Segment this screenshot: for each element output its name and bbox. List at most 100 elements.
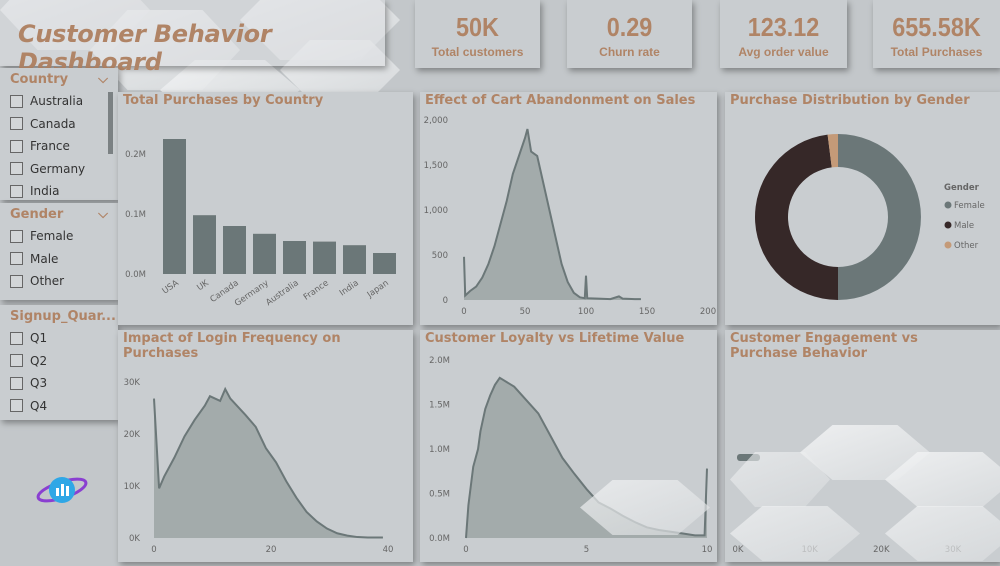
bar bbox=[253, 233, 276, 274]
slicer-item[interactable]: Q2 bbox=[10, 350, 108, 373]
slicer-title: Country bbox=[10, 72, 69, 87]
slicer-item-label: Male bbox=[30, 251, 59, 266]
logo-icon bbox=[35, 470, 89, 510]
bar bbox=[373, 253, 396, 274]
checkbox[interactable] bbox=[10, 117, 23, 131]
slicer-item-label: Germany bbox=[30, 161, 86, 176]
kpi-value: 50K bbox=[456, 12, 499, 42]
slicer-scrollbar[interactable] bbox=[108, 92, 113, 154]
slicer-item[interactable]: Q4 bbox=[10, 395, 108, 418]
kpi-churn-rate: 0.29 Churn rate bbox=[567, 0, 692, 68]
slicer-item[interactable]: France bbox=[10, 135, 108, 158]
y-tick-label: 0.1M bbox=[125, 210, 146, 220]
donut-slice bbox=[838, 134, 921, 300]
y-tick-label: 500 bbox=[432, 251, 448, 261]
signup-quarter-slicer[interactable]: Signup_Quar... Q1 Q2 Q3 Q4 bbox=[0, 305, 118, 420]
y-tick-label: 30K bbox=[124, 378, 141, 388]
slicer-item[interactable]: Other bbox=[10, 270, 108, 293]
x-tick-label: 0K bbox=[733, 545, 744, 555]
y-tick-label: 1,000 bbox=[424, 206, 448, 216]
checkbox[interactable] bbox=[10, 376, 23, 390]
x-tick-label: 5 bbox=[584, 545, 589, 555]
title-panel: Customer Behavior Dashboard bbox=[0, 0, 385, 76]
checkbox[interactable] bbox=[10, 229, 23, 243]
checkbox[interactable] bbox=[10, 139, 23, 153]
slicer-item-label: Q1 bbox=[30, 331, 48, 346]
legend-marker bbox=[944, 221, 952, 229]
chart-title: Impact of Login Frequency on Purchases bbox=[123, 331, 341, 361]
chart-cart-abandonment: Effect of Cart Abandonment on Sales 0 500 1… bbox=[420, 92, 717, 325]
slicer-item[interactable]: Germany bbox=[10, 158, 108, 181]
bar bbox=[343, 245, 366, 274]
x-tick-label: 10 bbox=[702, 545, 713, 555]
kpi-label: Avg order value bbox=[738, 45, 829, 59]
x-tick-label: 50 bbox=[520, 307, 531, 317]
x-tick-label: 0 bbox=[461, 307, 466, 317]
slicer-item[interactable]: Male bbox=[10, 248, 108, 271]
y-tick-label: 0.5M bbox=[429, 490, 450, 500]
kpi-total-customers: 50K Total customers bbox=[415, 0, 540, 68]
area-fill bbox=[464, 129, 641, 300]
x-tick-label: Japan bbox=[365, 278, 391, 300]
checkbox[interactable] bbox=[10, 162, 23, 176]
checkbox[interactable] bbox=[10, 94, 23, 108]
slicer-item[interactable]: Australia bbox=[10, 90, 108, 113]
slicer-item[interactable]: Female bbox=[10, 225, 108, 248]
checkbox[interactable] bbox=[10, 252, 23, 266]
legend-label: Male bbox=[954, 221, 974, 231]
slicer-item[interactable]: India bbox=[10, 180, 108, 200]
chart-title: Total Purchases by Country bbox=[123, 93, 324, 108]
x-tick-label: 100 bbox=[578, 307, 594, 317]
y-tick-label: 0 bbox=[443, 296, 448, 306]
slicer-item-label: Australia bbox=[30, 94, 84, 109]
kpi-label: Churn rate bbox=[599, 45, 660, 59]
chevron-down-icon[interactable]: ⌵ bbox=[98, 72, 108, 87]
chevron-down-icon[interactable]: ⌵ bbox=[98, 207, 108, 222]
chart-title: Customer Loyalty vs Lifetime Value bbox=[425, 331, 685, 346]
y-tick-label: 0.0M bbox=[429, 534, 450, 544]
slicer-item-label: India bbox=[30, 184, 60, 199]
bar bbox=[313, 241, 336, 274]
x-tick-label: 20K bbox=[873, 545, 890, 555]
x-tick-label: 20 bbox=[266, 545, 277, 555]
x-tick-label: USA bbox=[161, 278, 181, 296]
x-tick-label: UK bbox=[195, 278, 211, 293]
chart-purchases-by-country: Total Purchases by Country 0.0M 0.1M 0.2M US… bbox=[118, 92, 413, 325]
y-tick-label: 1,500 bbox=[424, 161, 448, 171]
legend-marker bbox=[944, 201, 952, 209]
y-tick-label: 2,000 bbox=[424, 116, 448, 126]
checkbox[interactable] bbox=[10, 354, 23, 368]
checkbox[interactable] bbox=[10, 399, 23, 413]
checkbox[interactable] bbox=[10, 184, 23, 198]
x-tick-label: India bbox=[338, 278, 361, 298]
kpi-value: 0.29 bbox=[606, 12, 653, 42]
chart-title: Purchase Distribution by Gender bbox=[730, 93, 970, 108]
checkbox[interactable] bbox=[10, 274, 23, 288]
legend-marker bbox=[944, 241, 952, 249]
y-tick-label: 20K bbox=[124, 430, 141, 440]
series-line bbox=[153, 386, 383, 539]
gender-slicer[interactable]: Gender ⌵ Female Male Other bbox=[0, 203, 118, 300]
chart-title: Customer Engagement vs Purchase Behavior bbox=[730, 331, 918, 361]
y-tick-label: 1.0M bbox=[429, 445, 450, 455]
slicer-item[interactable]: Q1 bbox=[10, 327, 108, 350]
dashboard-title: Customer Behavior Dashboard bbox=[18, 20, 272, 76]
kpi-label: Total Purchases bbox=[890, 45, 983, 59]
slicer-item-label: Q3 bbox=[30, 376, 48, 391]
chart-gender-distribution: Purchase Distribution by Gender Gender Fem… bbox=[725, 92, 1000, 325]
slicer-item[interactable]: Canada bbox=[10, 113, 108, 136]
slicer-item[interactable]: Q3 bbox=[10, 372, 108, 395]
slicer-title: Signup_Quar... bbox=[10, 309, 116, 324]
country-slicer[interactable]: Country ⌵ Australia Canada France Germany Ind… bbox=[0, 68, 118, 200]
slicer-title: Gender bbox=[10, 207, 64, 222]
kpi-value: 123.12 bbox=[747, 12, 820, 42]
slicer-item-label: Other bbox=[30, 274, 65, 289]
legend-label: Female bbox=[954, 201, 985, 211]
checkbox[interactable] bbox=[10, 331, 23, 345]
donut-slice bbox=[827, 134, 838, 168]
y-tick-label: 1.5M bbox=[429, 401, 450, 411]
area-fill bbox=[154, 389, 383, 538]
area-fill bbox=[466, 377, 707, 538]
y-tick-label: 0K bbox=[129, 534, 140, 544]
x-tick-label: 0 bbox=[151, 545, 156, 555]
